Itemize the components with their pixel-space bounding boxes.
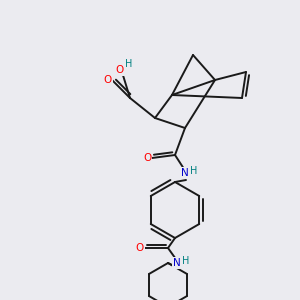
Text: O: O [116, 65, 124, 75]
Text: O: O [104, 75, 112, 85]
Text: N: N [181, 168, 189, 178]
Text: N: N [173, 258, 181, 268]
Text: O: O [143, 153, 151, 163]
Text: O: O [136, 243, 144, 253]
Text: H: H [182, 256, 190, 266]
Text: H: H [125, 59, 133, 69]
Text: H: H [190, 166, 198, 176]
